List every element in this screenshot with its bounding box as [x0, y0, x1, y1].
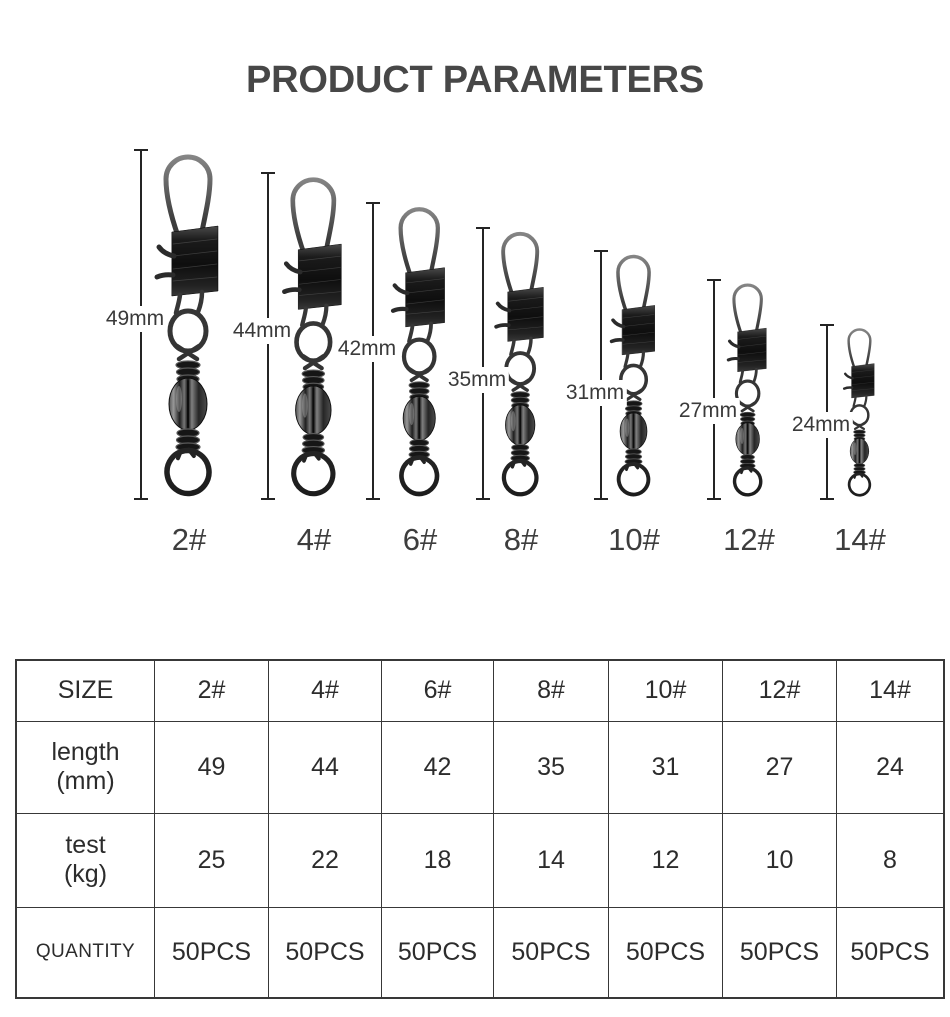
spec-cell: 14	[493, 812, 609, 908]
spec-cell: 10	[722, 812, 837, 908]
measure-line	[476, 227, 490, 500]
spec-cell: 27	[722, 720, 837, 814]
spec-cell: 14#	[836, 659, 945, 722]
spec-cell: 50PCS	[381, 906, 494, 999]
spec-table: SIZE 2# 4# 6# 8# 10# 12# 14# length (mm) 49 44 42 35 3…	[15, 659, 945, 999]
size-label: 2#	[171, 522, 207, 557]
row-label: length (mm)	[15, 720, 155, 814]
measure-line	[707, 279, 721, 500]
measure-label: 27mm	[675, 398, 741, 424]
snap-swivel-illustration	[609, 254, 657, 497]
spec-cell: 50PCS	[154, 906, 269, 999]
spec-cell: 8#	[493, 659, 609, 722]
measure-label: 49mm	[102, 306, 168, 332]
spec-cell: 25	[154, 812, 269, 908]
measure-line	[594, 250, 608, 500]
spec-table-body: SIZE 2# 4# 6# 8# 10# 12# 14# length (mm) 49 44 42 35 3…	[15, 659, 945, 999]
spec-cell: 50PCS	[722, 906, 837, 999]
row-label: QUANTITY	[15, 906, 155, 999]
measure-label: 42mm	[334, 336, 400, 362]
spec-cell: 49	[154, 720, 269, 814]
table-row: SIZE 2# 4# 6# 8# 10# 12# 14#	[15, 659, 945, 722]
spec-cell: 24	[836, 720, 945, 814]
spec-cell: 18	[381, 812, 494, 908]
spec-cell: 2#	[154, 659, 269, 722]
spec-cell: 6#	[381, 659, 494, 722]
spec-cell: 35	[493, 720, 609, 814]
spec-cell: 4#	[268, 659, 382, 722]
spec-cell: 44	[268, 720, 382, 814]
spec-cell: 42	[381, 720, 494, 814]
spec-cell: 8	[836, 812, 945, 908]
table-row: QUANTITY 50PCS 50PCS 50PCS 50PCS 50PCS 50PCS 50…	[15, 906, 945, 999]
table-row: test (kg) 25 22 18 14 12 10 8	[15, 812, 945, 908]
measure-label: 35mm	[444, 367, 510, 393]
size-label: 12#	[723, 522, 775, 557]
size-label: 4#	[296, 522, 332, 557]
measure-label: 24mm	[788, 412, 854, 438]
spec-cell: 50PCS	[836, 906, 945, 999]
row-label: SIZE	[15, 659, 155, 722]
size-label: 10#	[608, 522, 660, 557]
spec-cell: 12#	[722, 659, 837, 722]
spec-cell: 31	[608, 720, 723, 814]
spec-cell: 22	[268, 812, 382, 908]
spec-cell: 50PCS	[268, 906, 382, 999]
table-row: length (mm) 49 44 42 35 31 27 24	[15, 720, 945, 814]
spec-cell: 12	[608, 812, 723, 908]
measure-label: 31mm	[562, 380, 628, 406]
spec-cell: 50PCS	[493, 906, 609, 999]
size-label: 14#	[834, 522, 886, 557]
size-label: 8#	[503, 522, 539, 557]
spec-cell: 50PCS	[608, 906, 723, 999]
measure-label: 44mm	[229, 318, 295, 344]
size-label: 6#	[402, 522, 438, 557]
snap-swivel-illustration	[726, 283, 769, 497]
page-title: PRODUCT PARAMETERS	[245, 59, 705, 101]
row-label: test (kg)	[15, 812, 155, 908]
spec-cell: 10#	[608, 659, 723, 722]
